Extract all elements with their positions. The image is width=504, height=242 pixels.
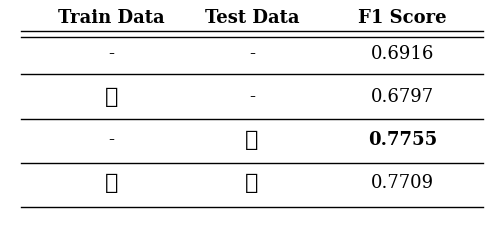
Text: -: -: [109, 45, 114, 63]
Text: -: -: [109, 131, 114, 149]
Text: ✓: ✓: [245, 172, 259, 194]
Text: 0.6916: 0.6916: [370, 45, 434, 63]
Text: 0.7755: 0.7755: [368, 131, 437, 149]
Text: ✓: ✓: [105, 172, 118, 194]
Text: -: -: [249, 88, 255, 106]
Text: 0.6797: 0.6797: [371, 88, 434, 106]
Text: ✓: ✓: [105, 86, 118, 108]
Text: ✓: ✓: [245, 129, 259, 151]
Text: Test Data: Test Data: [205, 9, 299, 27]
Text: Train Data: Train Data: [58, 9, 165, 27]
Text: 0.7709: 0.7709: [371, 174, 434, 192]
Text: -: -: [249, 45, 255, 63]
Text: F1 Score: F1 Score: [358, 9, 447, 27]
